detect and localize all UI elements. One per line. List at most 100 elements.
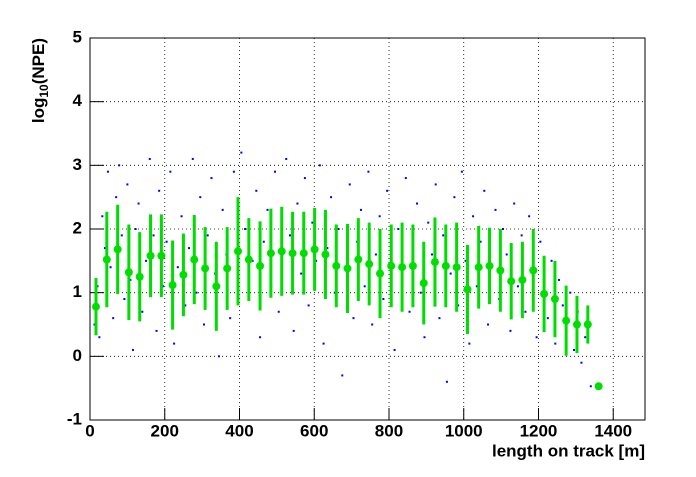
point (427, 221, 430, 224)
point (550, 259, 553, 262)
point (487, 323, 490, 326)
x-tick-label: 400 (225, 421, 253, 440)
point (554, 342, 557, 345)
profile-point (376, 269, 385, 278)
point (434, 183, 437, 186)
y-axis-label: log10(NPE) (29, 38, 51, 123)
point (449, 272, 452, 275)
profile-point (594, 382, 603, 391)
point (274, 170, 276, 173)
x-tick-label: 1000 (445, 421, 483, 440)
profile-point (212, 282, 221, 291)
point (337, 228, 340, 230)
point (173, 342, 176, 345)
point (546, 317, 549, 320)
y-tick-label: 4 (73, 91, 83, 110)
point (475, 285, 478, 288)
point (158, 189, 161, 192)
profile-point (146, 251, 155, 260)
profile-point (244, 255, 253, 264)
point (109, 266, 112, 269)
point (460, 170, 463, 173)
profile-point (408, 261, 417, 270)
point (126, 183, 129, 186)
frame (89, 37, 646, 421)
point (296, 202, 299, 205)
profile-point (441, 261, 450, 270)
point (259, 336, 262, 339)
point (221, 208, 224, 211)
point (367, 170, 370, 173)
profile-point (572, 320, 581, 329)
profile-point (201, 264, 210, 273)
profile-point (168, 281, 177, 290)
point (520, 234, 523, 237)
point (300, 272, 303, 275)
point (255, 189, 258, 192)
point (468, 342, 471, 345)
point (191, 157, 194, 160)
point (445, 380, 448, 383)
point (322, 342, 325, 345)
profile-point (299, 249, 308, 258)
profile-point (179, 270, 188, 279)
y-tick-label: 0 (73, 346, 82, 365)
point (303, 177, 306, 180)
point (103, 247, 106, 250)
point (374, 253, 377, 256)
point (288, 234, 291, 237)
point (292, 329, 295, 332)
point (348, 183, 351, 186)
point (145, 259, 148, 262)
point (184, 304, 187, 307)
profile-point (496, 266, 505, 275)
point (352, 317, 355, 320)
point (262, 240, 265, 243)
point (120, 234, 123, 237)
y-label-rest: (NPE) (29, 38, 48, 84)
profile-point (332, 261, 341, 270)
profile-point (583, 320, 592, 329)
point (584, 336, 587, 339)
profile-point (256, 261, 265, 270)
profile-point (463, 285, 472, 294)
point (419, 291, 422, 294)
point (516, 285, 519, 288)
profile-point (452, 263, 461, 272)
point (561, 304, 564, 307)
profile-point (485, 261, 494, 270)
profile-point (518, 275, 527, 284)
x-tick-label: 1200 (520, 421, 558, 440)
x-tick-label: 1400 (594, 421, 632, 440)
point (188, 247, 191, 250)
profile-point (102, 255, 111, 264)
point (501, 228, 504, 230)
point (240, 151, 243, 154)
y-label-base: log (29, 98, 48, 124)
point (229, 317, 232, 320)
point (244, 228, 247, 230)
point (115, 196, 118, 199)
point (572, 348, 575, 351)
profile-point (266, 249, 275, 258)
point (580, 361, 583, 364)
point (453, 196, 456, 199)
point (169, 170, 172, 173)
point (152, 234, 155, 237)
profile-point (124, 268, 133, 277)
point (232, 170, 235, 173)
x-axis-label: length on track [m] (492, 441, 645, 460)
profile-point (529, 266, 538, 275)
point (382, 298, 385, 301)
point (505, 253, 508, 256)
profile-point (157, 251, 166, 260)
profile-point (321, 250, 330, 259)
point (311, 221, 314, 224)
point (423, 336, 426, 339)
profile-point (507, 277, 516, 286)
x-tick-label: 0 (85, 421, 94, 440)
point (513, 202, 516, 205)
profile-point (398, 263, 407, 272)
